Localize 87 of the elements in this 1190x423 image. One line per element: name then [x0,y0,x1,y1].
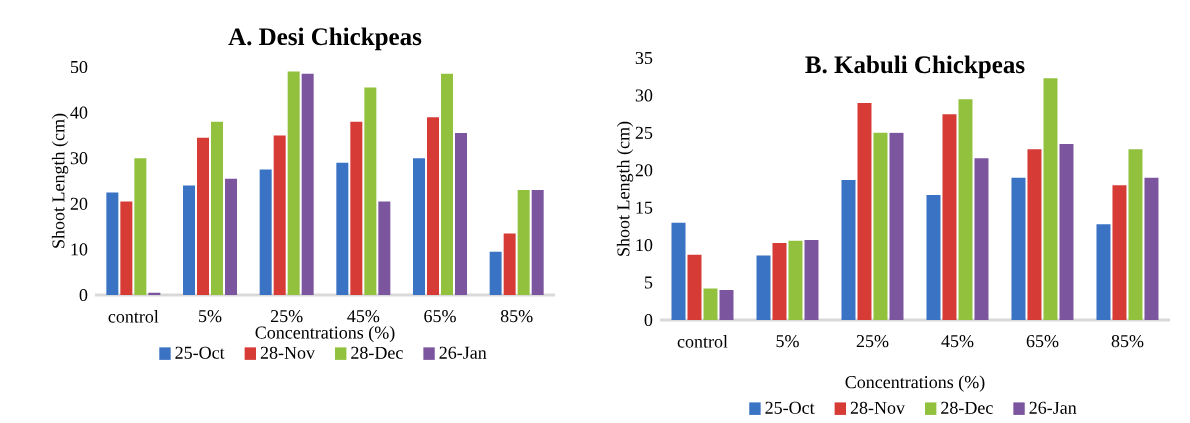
bar [703,288,718,320]
bar [1027,149,1042,320]
chart-title: B. Kabuli Chickpeas [805,55,1025,79]
x-tick-label: 45% [941,335,974,348]
bar [1144,177,1159,320]
bar [531,190,544,295]
bar [287,71,300,295]
bar [120,201,133,295]
x-axis-title: Concentrations (%) [845,375,985,392]
bar [841,180,856,320]
bar [106,192,119,295]
legend-label: 25-Oct [175,346,225,359]
bar [1011,177,1026,320]
bar [413,158,426,295]
y-tick-label: 5 [644,276,653,289]
bar [942,114,957,320]
x-tick-label: 65% [1026,335,1059,348]
bar [197,137,210,295]
y-tick-label: 50 [70,60,88,74]
bar [273,135,286,295]
x-tick-label: 65% [424,310,456,323]
x-tick-label: 5% [199,310,222,323]
x-tick-label: control [108,310,159,323]
bar [517,190,530,295]
bar [1128,149,1143,320]
bar [259,169,272,295]
y-tick-label: 30 [635,89,653,102]
x-tick-label: 85% [500,310,533,323]
bar [756,255,771,320]
bar [857,102,872,320]
x-tick-label: 5% [776,335,799,348]
bar [364,87,377,295]
bar [378,201,391,295]
y-axis-title: Shoot Length (cm) [616,121,634,256]
bar [455,133,467,295]
bar [804,239,819,320]
bar [958,99,973,320]
bar [503,233,516,295]
bar [1043,78,1058,320]
y-tick-label: 30 [70,152,88,165]
y-tick-label: 15 [636,201,653,214]
bar [671,222,686,320]
y-tick-label: 20 [70,197,88,210]
y-tick-label: 10 [636,239,653,252]
legend-label: 28-Dec [351,346,403,359]
bar [1059,144,1074,320]
bar [225,178,238,295]
bar [719,290,734,320]
bar [350,121,363,295]
y-tick-label: 0 [644,313,653,327]
x-tick-label: 25% [270,310,303,323]
legend-label: 28-Dec [941,401,993,414]
legend-label: 26-Jan [439,346,487,359]
bar [183,185,196,295]
bar [134,158,147,295]
y-tick-label: 25 [635,126,653,139]
x-tick-label: 25% [856,335,889,348]
bar [336,162,349,295]
bar [788,240,803,320]
bar [441,73,454,295]
bar [873,132,888,320]
legend-label: 25-Oct [765,401,815,414]
bar [1096,224,1111,320]
legend-label: 28-Nov [850,401,905,414]
y-tick-label: 20 [635,164,653,177]
bar [301,73,314,295]
bar [772,242,787,320]
bar [687,254,702,320]
y-tick-label: 0 [79,288,88,302]
y-tick-label: 10 [71,243,88,256]
x-tick-label: 45% [347,310,380,323]
legend-label: 26-Jan [1029,401,1077,414]
bar [489,251,502,295]
x-axis-title: Concentrations (%) [255,326,395,343]
bar [926,194,941,320]
legend-label: 28-Nov [260,346,316,359]
x-tick-label: 85% [1111,335,1144,348]
y-tick-label: 35 [635,51,653,65]
bar [1112,185,1127,320]
y-tick-label: 40 [70,106,88,119]
bar [427,117,440,295]
y-axis-title: Shoot Length (cm) [51,113,69,248]
bar [889,132,904,320]
bar [211,121,224,295]
bar [974,158,989,320]
x-tick-label: control [677,335,728,348]
chart-title: A. Desi Chickpeas [228,27,422,51]
